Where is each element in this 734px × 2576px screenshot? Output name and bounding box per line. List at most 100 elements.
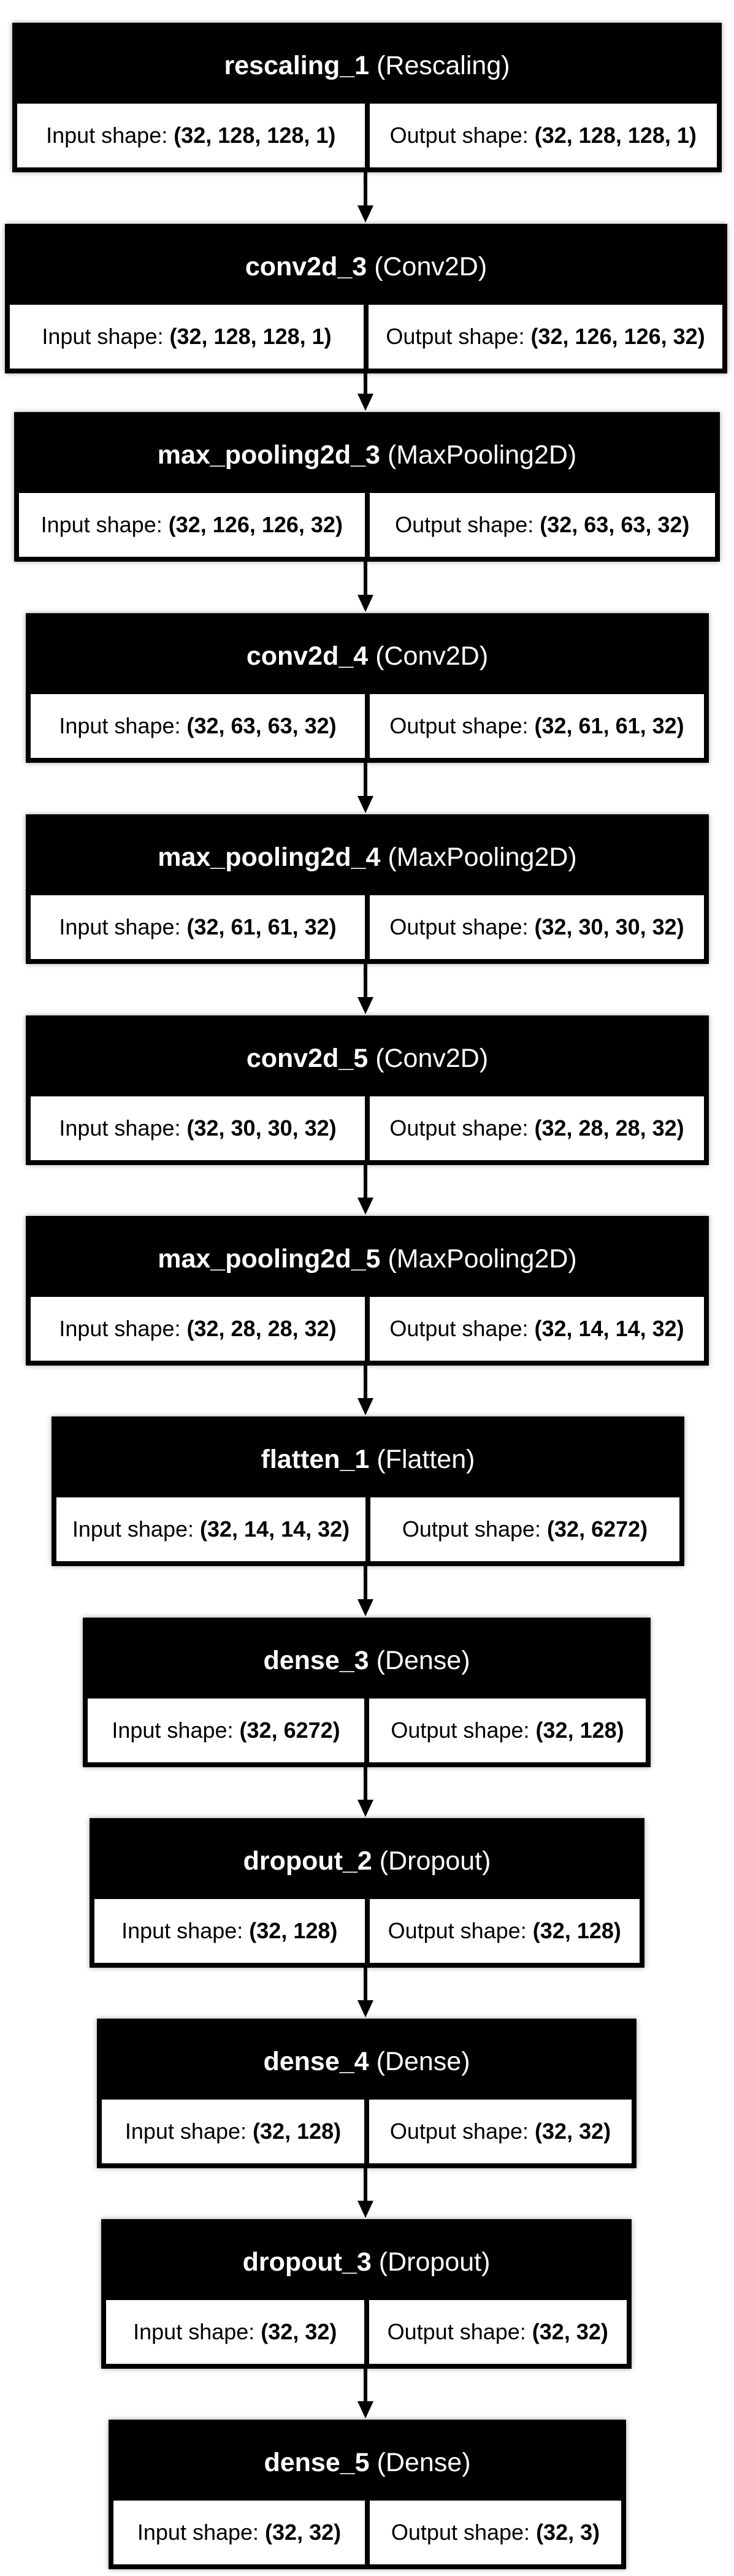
output-shape-label: Output shape: xyxy=(386,324,525,349)
input-shape-value: (32, 30, 30, 32) xyxy=(186,1115,337,1141)
input-shape-value: (32, 32) xyxy=(265,2520,342,2545)
input-shape-cell: Input shape: (32, 128, 128, 1) xyxy=(10,305,364,369)
input-shape-label: Input shape: xyxy=(133,2319,255,2344)
layer-name: rescaling_1 xyxy=(224,50,370,80)
output-shape-cell: Output shape: (32, 63, 63, 32) xyxy=(369,493,715,557)
layer-header: dense_3 (Dense) xyxy=(88,1622,646,1699)
input-shape-cell: Input shape: (32, 6272) xyxy=(88,1699,364,1762)
layer-header: max_pooling2d_4 (MaxPooling2D) xyxy=(31,819,704,895)
output-shape-label: Output shape: xyxy=(391,2520,530,2545)
output-shape-cell: Output shape: (32, 32) xyxy=(369,2100,632,2163)
layer-header: max_pooling2d_3 (MaxPooling2D) xyxy=(19,417,715,493)
output-shape-cell: Output shape: (32, 3) xyxy=(370,2501,621,2564)
layer-type: (Dense) xyxy=(376,2046,470,2076)
input-shape-value: (32, 128) xyxy=(253,2119,342,2144)
input-shape-label: Input shape: xyxy=(72,1516,194,1542)
input-shape-value: (32, 126, 126, 32) xyxy=(168,512,343,537)
output-shape-label: Output shape: xyxy=(389,2119,529,2144)
layer-node: max_pooling2d_4 (MaxPooling2D) Input shape… xyxy=(26,814,709,964)
output-shape-cell: Output shape: (32, 128) xyxy=(369,1699,646,1762)
output-shape-label: Output shape: xyxy=(389,1316,529,1341)
output-shape-value: (32, 128) xyxy=(532,1918,621,1943)
layer-header: dropout_2 (Dropout) xyxy=(94,1823,640,1899)
input-shape-label: Input shape: xyxy=(59,914,181,939)
input-shape-label: Input shape: xyxy=(124,2119,247,2144)
output-shape-value: (32, 32) xyxy=(535,2119,611,2144)
output-shape-cell: Output shape: (32, 32) xyxy=(369,2300,627,2364)
layer-type: (MaxPooling2D) xyxy=(388,1244,577,1274)
arrowhead-icon xyxy=(357,2401,373,2418)
layer-name: conv2d_3 xyxy=(245,251,367,281)
layer-name: dense_4 xyxy=(263,2046,369,2076)
input-shape-value: (32, 61, 61, 32) xyxy=(186,914,337,939)
layer-node: max_pooling2d_3 (MaxPooling2D) Input shape… xyxy=(14,412,720,562)
arrowhead-icon xyxy=(357,394,373,411)
layer-name: conv2d_4 xyxy=(246,641,369,671)
layer-node: max_pooling2d_5 (MaxPooling2D) Input shape… xyxy=(26,1216,709,1366)
output-shape-label: Output shape: xyxy=(389,123,529,148)
input-shape-value: (32, 128) xyxy=(249,1918,338,1943)
layer-header: dropout_3 (Dropout) xyxy=(106,2224,627,2300)
layer-type: (Dense) xyxy=(377,2447,471,2477)
arrowhead-icon xyxy=(357,2000,373,2017)
output-shape-cell: Output shape: (32, 30, 30, 32) xyxy=(370,895,704,959)
output-shape-value: (32, 6272) xyxy=(547,1516,648,1542)
arrowhead-icon xyxy=(357,1198,373,1215)
output-shape-value: (32, 3) xyxy=(536,2520,600,2545)
layer-node: dropout_2 (Dropout) Input shape: (32, 128) O… xyxy=(90,1818,644,1968)
layer-name: dropout_3 xyxy=(242,2247,372,2277)
input-shape-cell: Input shape: (32, 128, 128, 1) xyxy=(17,104,365,167)
output-shape-label: Output shape: xyxy=(391,1718,530,1743)
layer-type: (Conv2D) xyxy=(374,251,487,281)
output-shape-value: (32, 30, 30, 32) xyxy=(534,914,684,939)
arrowhead-icon xyxy=(357,205,373,223)
arrowhead-icon xyxy=(357,1398,373,1415)
output-shape-value: (32, 126, 126, 32) xyxy=(530,324,705,349)
layer-node: conv2d_3 (Conv2D) Input shape: (32, 128, 12… xyxy=(5,224,727,373)
input-shape-value: (32, 14, 14, 32) xyxy=(200,1516,350,1542)
output-shape-value: (32, 28, 28, 32) xyxy=(534,1115,684,1141)
layer-shapes: Input shape: (32, 63, 63, 32) Output shape… xyxy=(31,694,704,758)
input-shape-cell: Input shape: (32, 61, 61, 32) xyxy=(31,895,365,959)
layer-node: conv2d_4 (Conv2D) Input shape: (32, 63, 63,… xyxy=(26,613,709,763)
layer-type: (Dropout) xyxy=(379,1846,491,1876)
output-shape-label: Output shape: xyxy=(389,914,529,939)
input-shape-cell: Input shape: (32, 28, 28, 32) xyxy=(31,1297,365,1361)
layer-shapes: Input shape: (32, 128, 128, 1) Output shap… xyxy=(10,305,722,369)
layer-type: (Dropout) xyxy=(378,2247,491,2277)
layer-shapes: Input shape: (32, 126, 126, 32) Output sha… xyxy=(19,493,715,557)
output-shape-value: (32, 128) xyxy=(535,1718,624,1743)
output-shape-label: Output shape: xyxy=(389,1115,529,1141)
output-shape-label: Output shape: xyxy=(387,2319,526,2344)
layer-name: dropout_2 xyxy=(243,1846,372,1876)
layer-type: (Rescaling) xyxy=(377,50,510,80)
layer-node: rescaling_1 (Rescaling) Input shape: (32, 1… xyxy=(12,23,722,172)
input-shape-cell: Input shape: (32, 128) xyxy=(94,1899,365,1963)
layer-shapes: Input shape: (32, 128) Output shape: (32, 3… xyxy=(102,2100,632,2163)
layer-type: (Conv2D) xyxy=(375,1043,489,1073)
input-shape-label: Input shape: xyxy=(59,1115,181,1141)
layer-shapes: Input shape: (32, 128) Output shape: (32, 1… xyxy=(94,1899,640,1963)
input-shape-value: (32, 128, 128, 1) xyxy=(169,324,332,349)
input-shape-label: Input shape: xyxy=(59,713,181,738)
input-shape-label: Input shape: xyxy=(59,1316,181,1341)
layer-name: max_pooling2d_3 xyxy=(157,440,380,470)
input-shape-value: (32, 6272) xyxy=(239,1718,340,1743)
input-shape-label: Input shape: xyxy=(46,123,168,148)
output-shape-cell: Output shape: (32, 61, 61, 32) xyxy=(370,694,704,758)
arrowhead-icon xyxy=(357,2201,373,2218)
output-shape-label: Output shape: xyxy=(389,713,529,738)
output-shape-value: (32, 32) xyxy=(532,2319,608,2344)
layer-name: conv2d_5 xyxy=(246,1043,369,1073)
input-shape-value: (32, 28, 28, 32) xyxy=(186,1316,337,1341)
input-shape-cell: Input shape: (32, 30, 30, 32) xyxy=(31,1096,365,1160)
input-shape-label: Input shape: xyxy=(121,1918,243,1943)
input-shape-cell: Input shape: (32, 32) xyxy=(106,2300,364,2364)
layer-name: dense_5 xyxy=(264,2447,370,2477)
layer-type: (Conv2D) xyxy=(375,641,489,671)
input-shape-label: Input shape: xyxy=(112,1718,234,1743)
output-shape-cell: Output shape: (32, 6272) xyxy=(370,1497,679,1561)
layer-name: flatten_1 xyxy=(261,1444,370,1474)
layer-node: dense_3 (Dense) Input shape: (32, 6272) Outp… xyxy=(83,1618,651,1767)
